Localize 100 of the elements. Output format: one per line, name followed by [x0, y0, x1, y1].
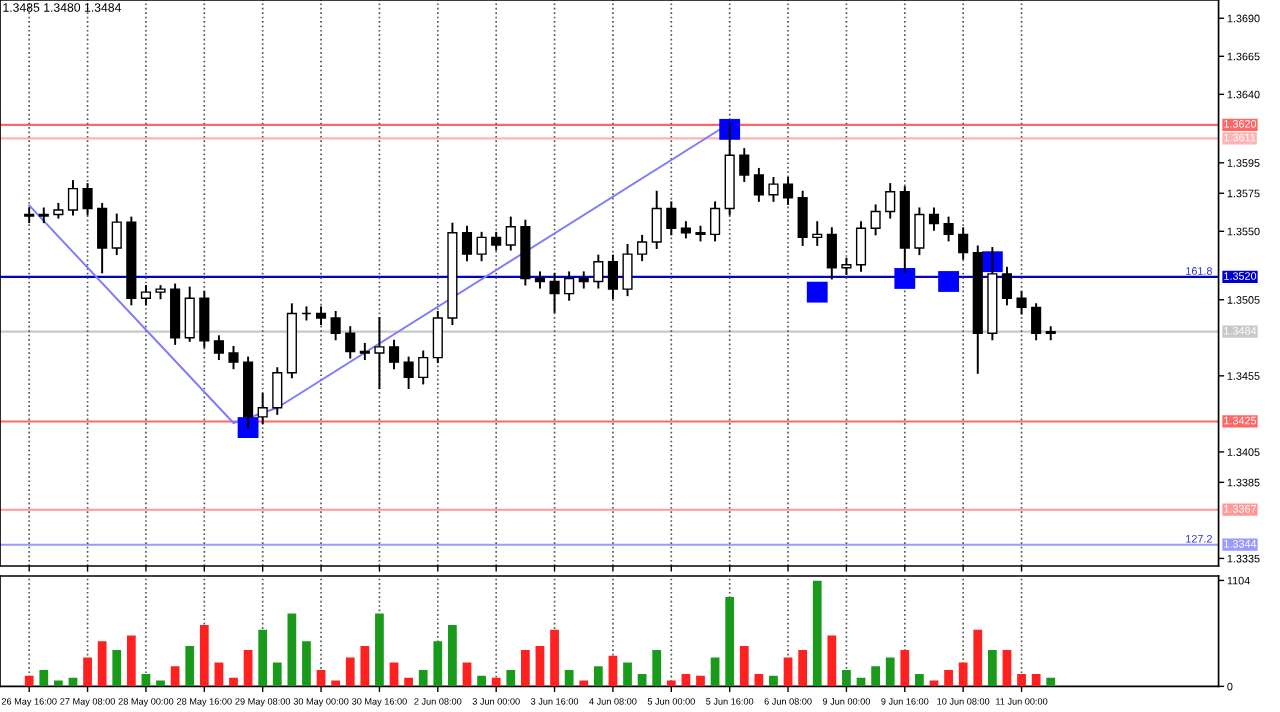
candlestick — [870, 204, 881, 236]
candlestick — [812, 221, 823, 246]
bar — [156, 680, 165, 687]
bar — [535, 646, 545, 687]
bar — [550, 629, 559, 687]
candlestick — [330, 310, 341, 341]
candlestick — [637, 234, 648, 262]
candlestick — [228, 345, 239, 370]
bar — [229, 677, 238, 687]
candlestick — [461, 225, 473, 262]
candlestick — [753, 167, 764, 202]
candlestick — [855, 221, 867, 272]
bar — [54, 680, 63, 687]
candlestick — [432, 310, 443, 364]
bar — [754, 673, 764, 687]
bar — [302, 641, 311, 687]
candlestick — [476, 231, 487, 262]
candlestick — [82, 183, 93, 216]
candlestick — [1031, 303, 1042, 341]
bar — [24, 675, 34, 687]
bar — [885, 657, 895, 687]
bar — [827, 635, 837, 687]
candlestick — [564, 271, 575, 301]
bar — [272, 662, 282, 687]
bar — [593, 666, 603, 687]
bar — [345, 657, 355, 687]
candlestick — [24, 207, 35, 224]
point — [894, 268, 916, 289]
bar — [199, 624, 209, 687]
bar — [375, 613, 384, 687]
candlestick — [549, 272, 560, 313]
bar — [944, 670, 953, 687]
candlestick — [140, 285, 152, 306]
bar — [871, 666, 880, 687]
bar — [112, 649, 122, 687]
bar — [389, 662, 399, 687]
candlestick — [505, 216, 516, 251]
candlestick — [797, 190, 808, 246]
bar — [39, 670, 49, 687]
candlestick — [345, 326, 356, 359]
bar — [900, 649, 910, 687]
candlestick — [359, 342, 370, 361]
candlestick — [768, 177, 779, 202]
candlestick — [257, 393, 268, 424]
candlestick — [578, 271, 589, 289]
bar — [579, 680, 589, 687]
candlestick — [374, 317, 385, 389]
bar — [739, 646, 749, 687]
point — [806, 281, 828, 303]
point — [237, 417, 259, 438]
bar — [126, 635, 136, 687]
bar — [725, 597, 735, 687]
candlestick — [403, 356, 414, 389]
bar — [1046, 677, 1056, 687]
candlestick — [914, 207, 925, 256]
bar — [623, 662, 632, 687]
bar — [316, 670, 326, 687]
candlestick — [593, 254, 604, 289]
bar — [418, 670, 428, 687]
candlestick — [418, 350, 429, 385]
bar — [987, 649, 997, 687]
candlestick — [943, 216, 954, 242]
bar — [973, 629, 983, 687]
bar — [1017, 673, 1026, 687]
bar — [214, 662, 224, 687]
bar — [915, 673, 924, 687]
bar — [360, 646, 370, 687]
bar — [1002, 649, 1012, 687]
bar — [520, 649, 530, 687]
bar — [652, 649, 662, 687]
bar — [696, 675, 705, 687]
bar — [491, 677, 501, 687]
candlestick — [199, 291, 210, 348]
candlestick — [651, 190, 662, 249]
bar — [97, 641, 107, 687]
candlestick — [607, 254, 619, 300]
point — [938, 271, 959, 292]
bar — [769, 675, 778, 687]
bar — [404, 677, 413, 687]
bar — [331, 680, 341, 687]
candlestick — [1045, 326, 1056, 341]
candlestick — [1016, 291, 1027, 315]
bar — [564, 670, 574, 687]
bar — [1031, 673, 1041, 687]
candlestick — [67, 180, 79, 216]
candlestick — [1001, 266, 1013, 306]
candlestick — [958, 227, 969, 260]
bar — [506, 670, 516, 687]
candlestick — [826, 227, 837, 280]
bar — [185, 646, 195, 687]
candlestick — [534, 271, 546, 289]
candlestick — [710, 201, 721, 242]
bar — [958, 662, 968, 687]
bar — [83, 657, 92, 687]
candlestick — [666, 201, 677, 236]
candlestick — [885, 183, 896, 219]
candlestick — [111, 213, 122, 256]
bar — [170, 666, 180, 687]
bar — [243, 649, 253, 687]
candlestick — [213, 335, 224, 361]
